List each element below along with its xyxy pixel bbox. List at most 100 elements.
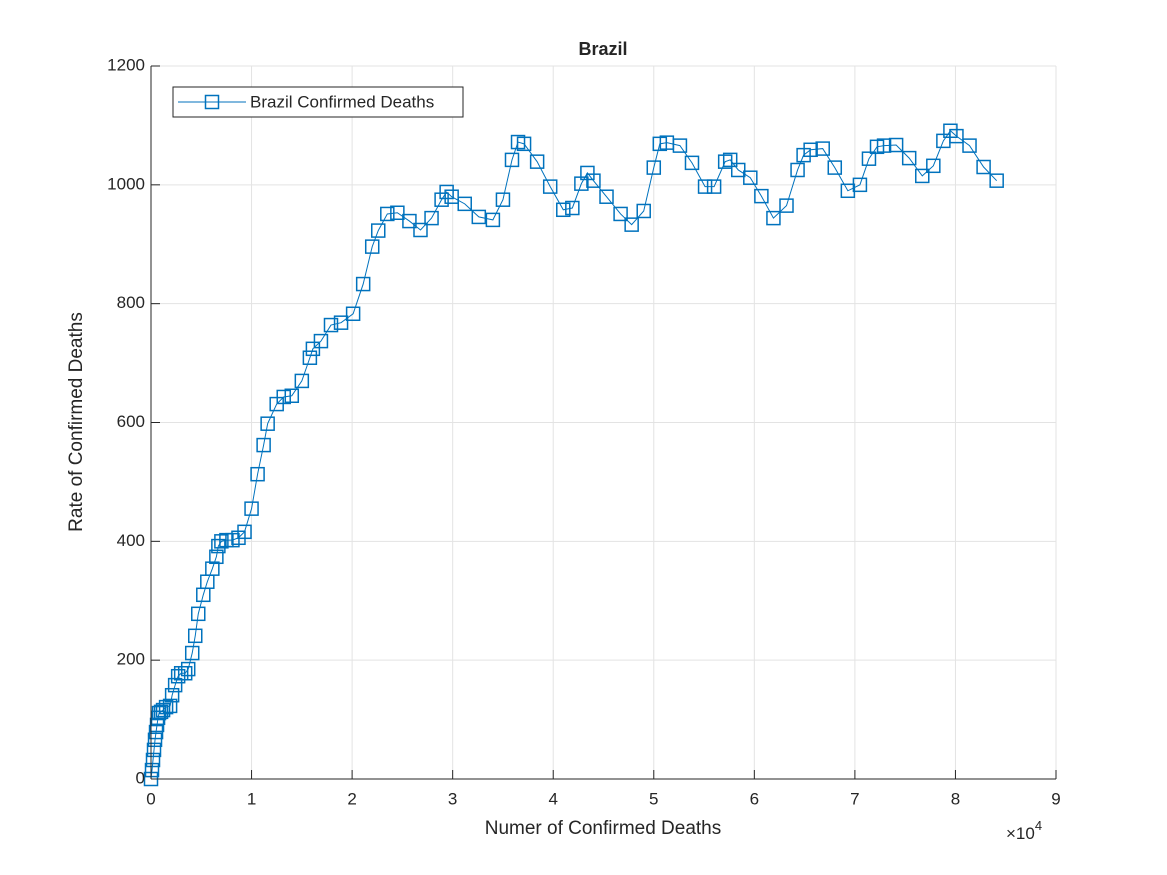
plot (143, 123, 1004, 787)
x-tick-label: 6 (750, 789, 759, 808)
data-point (180, 661, 196, 677)
data-point (145, 752, 161, 768)
x-tick-label: 9 (1051, 789, 1060, 808)
data-point (250, 466, 265, 482)
data-point (556, 202, 571, 218)
data-point (371, 223, 386, 238)
data-point (434, 192, 449, 207)
data-point (237, 524, 252, 540)
data-point (162, 698, 178, 714)
data-point (495, 192, 511, 207)
x-tick-label: 1 (247, 789, 256, 808)
x-exponent: ×104 (1006, 818, 1042, 843)
data-point (164, 687, 180, 703)
data-point (191, 606, 206, 622)
data-point (187, 628, 203, 644)
data-point (457, 196, 472, 212)
data-point (962, 138, 977, 153)
data-point (717, 154, 733, 169)
data-point (636, 203, 651, 219)
data-point (256, 437, 271, 453)
data-point (861, 151, 877, 166)
y-axis-label: Rate of Confirmed Deaths (66, 312, 87, 532)
y-tick-label: 400 (117, 531, 145, 550)
data-point (722, 152, 738, 168)
data-point (901, 150, 917, 166)
data-point (779, 198, 794, 213)
data-point (147, 732, 163, 748)
x-exponent-base: ×10 (1006, 824, 1035, 843)
data-point (305, 341, 321, 357)
data-point (413, 222, 428, 238)
x-tick-label: 8 (951, 789, 960, 808)
data-point (599, 189, 614, 204)
x-tick-label: 5 (649, 789, 658, 808)
data-point (827, 160, 843, 175)
data-point (565, 200, 580, 216)
x-axis-label: Numer of Confirmed Deaths (485, 818, 722, 839)
x-tick-label: 4 (548, 789, 557, 808)
data-point (672, 138, 688, 153)
x-tick-label: 7 (850, 789, 859, 808)
data-point (177, 665, 193, 681)
data-point (323, 317, 339, 333)
data-point (244, 501, 259, 516)
x-exponent-power: 4 (1035, 818, 1042, 833)
y-tick-label: 1000 (107, 174, 145, 193)
data-point (697, 179, 713, 194)
data-point (439, 184, 454, 200)
chart-title: Brazil (578, 39, 627, 59)
data-point (926, 158, 941, 174)
data-point (766, 210, 781, 226)
axes: 0 200 400 600 800 1000 1200 0 1 2 3 4 5 6 7 8 9 (107, 55, 1061, 808)
data-point (345, 306, 361, 322)
data-point (205, 561, 220, 576)
data-point (276, 389, 291, 405)
y-tick-label: 800 (117, 293, 145, 312)
data-point (888, 137, 904, 153)
data-point (504, 152, 520, 168)
y-tick-label: 1200 (107, 55, 145, 74)
data-point (613, 206, 628, 222)
data-point (485, 212, 501, 228)
data-point (815, 141, 830, 156)
y-tick-label: 200 (117, 650, 145, 669)
data-point (184, 645, 200, 661)
legend-marker (204, 94, 220, 110)
data-point (730, 162, 746, 178)
data-point (989, 173, 1004, 188)
data-point (144, 762, 160, 778)
grid (150, 65, 1057, 780)
data-point (976, 159, 991, 175)
data-point (333, 315, 349, 330)
data-point (852, 177, 868, 193)
data-point (424, 210, 439, 226)
data-point (646, 160, 662, 175)
data-point (684, 155, 700, 171)
y-tick-label: 600 (117, 412, 145, 431)
data-point (146, 742, 162, 758)
x-tick-label: 2 (347, 789, 356, 808)
data-point (706, 179, 722, 194)
legend-label: Brazil Confirmed Deaths (250, 92, 434, 111)
data-point (915, 168, 930, 184)
data-point (743, 170, 758, 185)
legend: Brazil Confirmed Deaths (172, 86, 464, 118)
data-point (471, 209, 487, 225)
x-tick-label: 3 (448, 789, 457, 808)
data-point (302, 350, 318, 365)
y-tick-label: 0 (136, 768, 145, 787)
data-point (313, 333, 329, 349)
data-point (402, 213, 417, 229)
data-point (284, 388, 300, 404)
data-point (294, 373, 310, 389)
data-point (355, 276, 371, 292)
data-point (876, 138, 892, 153)
data-point (542, 179, 558, 194)
data-point (529, 154, 545, 169)
data-point (364, 239, 380, 254)
data-point (260, 416, 275, 431)
